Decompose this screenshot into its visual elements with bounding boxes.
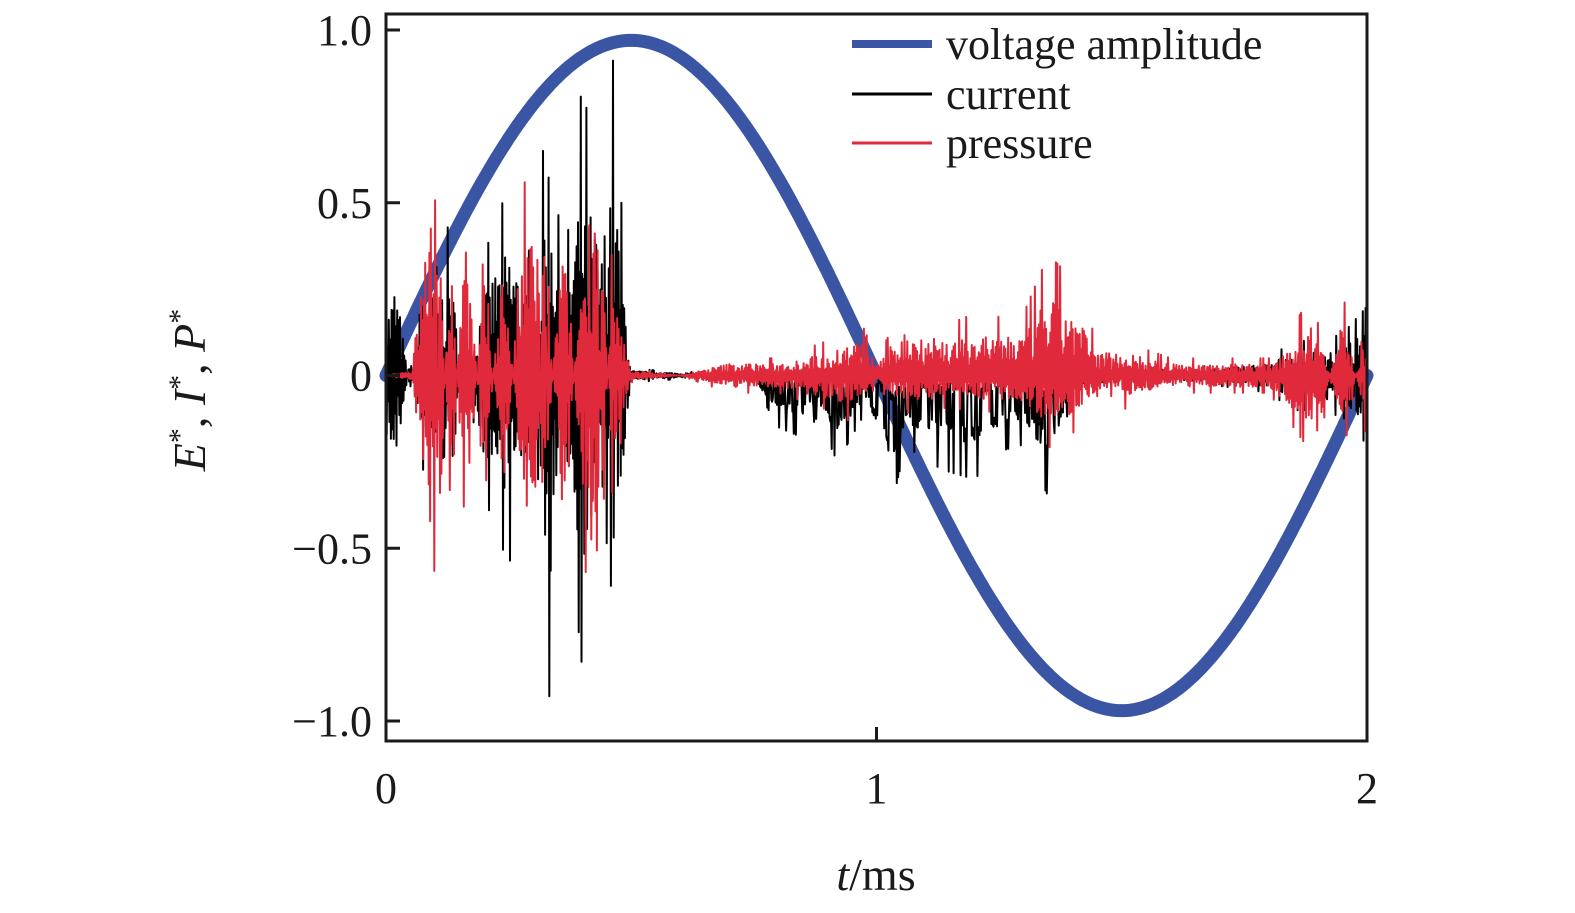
series-layer <box>379 33 1374 718</box>
y-tick-label: −1.0 <box>292 697 372 746</box>
y-tick-label: −0.5 <box>292 524 372 573</box>
legend-label: pressure <box>946 119 1093 168</box>
x-tick-label: 1 <box>866 764 888 813</box>
series-line-pressure <box>385 181 1368 574</box>
legend-label: current <box>946 70 1071 119</box>
x-tick-label: 2 <box>1356 764 1378 813</box>
y-tick-label: 0.5 <box>317 179 372 228</box>
ticks-layer: 1.00.50−0.5−1.00 1 2 <box>292 6 1378 813</box>
legend-label: voltage amplitude <box>946 20 1262 69</box>
y-tick-label: 1.0 <box>317 6 372 55</box>
x-axis-label: t/ms <box>836 849 915 900</box>
y-tick-label: 0 <box>350 352 372 401</box>
x-tick-label: 0 <box>375 764 397 813</box>
y-axis-label: E*, I*, P* <box>163 309 215 473</box>
